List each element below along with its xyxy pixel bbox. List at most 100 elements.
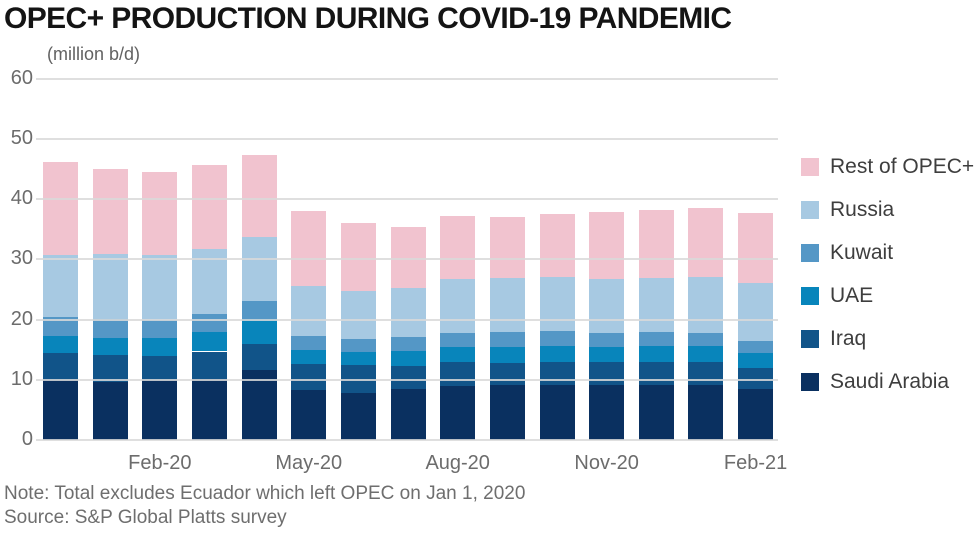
bar-segment — [539, 385, 575, 440]
bar-segment — [539, 277, 575, 332]
bar-segment — [489, 216, 525, 279]
bar-segment — [241, 343, 277, 370]
legend-swatch — [801, 373, 819, 391]
bar-segment — [638, 361, 674, 385]
chart-title: OPEC+ PRODUCTION DURING COVID-19 PANDEMI… — [4, 2, 732, 35]
legend: Rest of OPEC+ Russia Kuwait UAE Iraq Saudi Ar… — [801, 155, 975, 416]
legend-swatch — [801, 158, 819, 176]
legend-item: Kuwait — [801, 241, 974, 264]
bar-segment — [43, 162, 78, 255]
bar-segment — [390, 350, 426, 366]
bar-segment — [440, 279, 476, 334]
bar-segment — [688, 384, 724, 440]
bar-segment — [489, 331, 525, 347]
bar-segment — [291, 390, 327, 440]
bar-segment — [92, 253, 128, 319]
bar-segment — [92, 318, 128, 338]
y-tick-label: 50 — [10, 127, 33, 149]
legend-label: Saudi Arabia — [830, 370, 950, 393]
bar-segment — [142, 254, 178, 321]
bar-segment — [340, 352, 376, 366]
y-tick-label: 10 — [10, 367, 33, 390]
y-tick-label: 30 — [10, 247, 33, 270]
bar-segment — [43, 380, 78, 440]
bar-segment — [191, 351, 227, 380]
bar-segment — [291, 364, 327, 391]
bar-segment — [440, 385, 476, 440]
bar-segment — [539, 214, 575, 278]
unit-label: (million b/d) — [47, 44, 141, 64]
bar-segment — [638, 210, 674, 279]
bar-segment — [92, 354, 128, 382]
bar-segment — [191, 379, 227, 440]
bar-segment — [440, 347, 476, 362]
bar-segment — [142, 355, 178, 381]
bar-segment — [489, 346, 525, 363]
x-tick-label: Aug-20 — [425, 452, 490, 474]
bar-segment — [489, 278, 525, 332]
bar-segment — [92, 337, 128, 355]
bar-segment — [241, 318, 277, 344]
bar-segment — [43, 353, 78, 381]
bar-segment — [638, 346, 674, 362]
bar-segment — [191, 332, 227, 352]
legend-label: Kuwait — [830, 241, 894, 264]
legend-swatch — [801, 244, 819, 262]
bar-segment — [738, 213, 774, 283]
bar-segment — [440, 361, 476, 386]
y-tick-label: 20 — [10, 307, 33, 330]
legend-item: Iraq — [801, 327, 974, 350]
bar-segment — [589, 279, 625, 333]
bar-segment — [142, 172, 178, 255]
bar-segment — [92, 169, 128, 254]
bar-segment — [738, 353, 774, 369]
bar-segment — [589, 346, 625, 362]
bar-segment — [589, 212, 625, 280]
legend-item: Saudi Arabia — [801, 370, 974, 393]
bar-segment — [638, 332, 674, 347]
bar-segment — [390, 365, 426, 390]
bar-segment — [340, 393, 376, 440]
bar-segment — [688, 207, 724, 277]
bar-segment — [291, 285, 327, 336]
bar-segment — [340, 223, 376, 291]
bar-segment — [738, 340, 774, 354]
bar-segment — [738, 389, 774, 440]
bar-segment — [241, 236, 277, 301]
bar-segment — [539, 346, 575, 362]
legend-item: Russia — [801, 198, 974, 221]
bar-segment — [241, 300, 277, 319]
gridline — [36, 198, 778, 201]
y-tick-label: 40 — [10, 187, 33, 210]
legend-label: Iraq — [830, 327, 867, 350]
bar-segment — [291, 335, 327, 350]
bar-segment — [390, 389, 426, 440]
bar-segment — [291, 211, 327, 286]
bar-segment — [390, 227, 426, 289]
x-tick-label: May-20 — [275, 452, 343, 474]
y-tick-label: 60 — [10, 66, 33, 89]
bar-segment — [738, 282, 774, 341]
bar-segment — [688, 346, 724, 362]
legend-label: UAE — [830, 284, 874, 307]
bar-segment — [191, 165, 227, 250]
bar-segment — [390, 288, 426, 338]
bar-segment — [440, 216, 476, 280]
bar-segment — [142, 320, 178, 338]
gridline — [36, 378, 778, 381]
gridline — [36, 258, 778, 261]
bar-segment — [291, 349, 327, 365]
bar-segment — [241, 154, 277, 237]
bar-segment — [489, 385, 525, 440]
legend-label: Rest of OPEC+ — [830, 155, 975, 178]
bar-segment — [43, 335, 78, 354]
gridline — [36, 138, 778, 140]
bar-segment — [440, 333, 476, 348]
gridline — [36, 439, 778, 441]
bar-segment — [589, 332, 625, 347]
bar-segment — [142, 380, 178, 440]
bar-segment — [43, 317, 78, 336]
legend-label: Russia — [830, 198, 895, 221]
gridline — [36, 318, 778, 321]
